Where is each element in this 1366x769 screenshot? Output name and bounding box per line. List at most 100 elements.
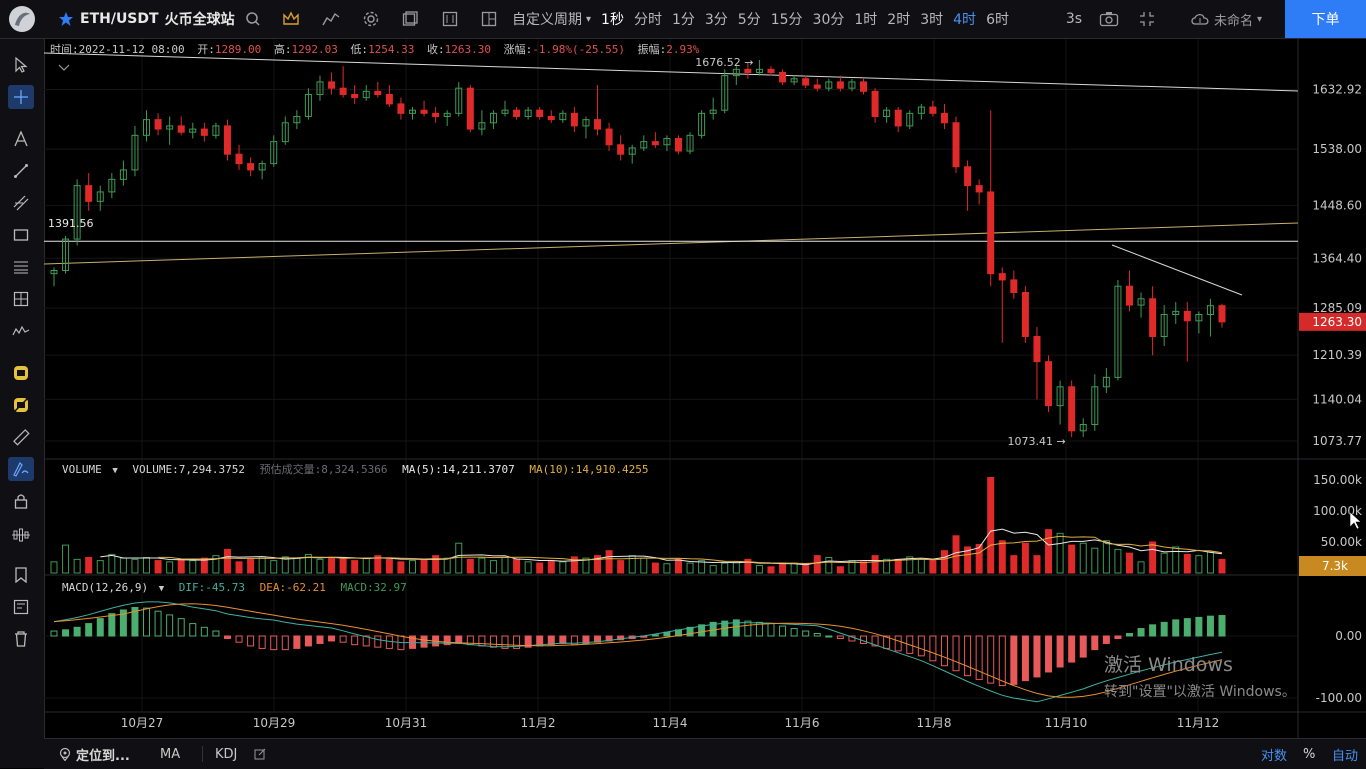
x-tick-label: 10月31 bbox=[385, 716, 428, 730]
macd-indicator-name[interactable]: MACD(12,26,9) bbox=[62, 581, 149, 594]
trend-line-icon[interactable] bbox=[8, 159, 34, 183]
candle-body bbox=[975, 185, 983, 193]
rectangle-tool-icon[interactable] bbox=[8, 223, 34, 247]
chart-area[interactable]: 10月27 10月29 10月31 11月2 11月4 11月6 11月8 11月10 11月1… bbox=[44, 39, 1366, 738]
grid-tool-icon[interactable] bbox=[8, 287, 34, 311]
volume-tick-label: 50.00k bbox=[1321, 535, 1362, 549]
volume-bar bbox=[189, 560, 197, 574]
candle-body bbox=[605, 128, 613, 146]
candle-body bbox=[732, 68, 740, 77]
search-icon[interactable] bbox=[238, 0, 268, 38]
candle-body bbox=[1206, 305, 1214, 316]
low-label: 低: bbox=[350, 43, 369, 56]
chevron-down-icon[interactable]: ▾ bbox=[586, 13, 592, 25]
kdj-toggle[interactable]: KDJ bbox=[215, 746, 238, 762]
candle-body bbox=[235, 153, 243, 165]
volume-bar bbox=[408, 560, 416, 574]
candle-body bbox=[108, 178, 116, 193]
period-tab[interactable]: 30分 bbox=[812, 12, 845, 28]
macd-histogram-bar bbox=[929, 635, 937, 662]
channel-tool-icon[interactable] bbox=[8, 191, 34, 215]
period-tab[interactable]: 15分 bbox=[770, 12, 803, 28]
volume-bar bbox=[489, 560, 497, 574]
period-tab[interactable]: 1时 bbox=[854, 12, 878, 28]
price-tick-label: 1073.77 bbox=[1312, 434, 1362, 448]
magnet-icon[interactable] bbox=[8, 361, 34, 385]
period-tab[interactable]: 1秒 bbox=[601, 12, 624, 28]
log-scale-toggle[interactable]: 对数 bbox=[1261, 748, 1288, 764]
percent-scale-toggle[interactable]: % bbox=[1303, 746, 1316, 762]
fullscreen-icon[interactable] bbox=[1132, 0, 1162, 38]
volume-bar bbox=[594, 555, 602, 574]
locate-button[interactable]: 定位到... bbox=[58, 739, 130, 769]
lock-icon[interactable] bbox=[8, 489, 34, 513]
gear-icon[interactable] bbox=[356, 0, 386, 38]
hide-drawings-icon[interactable] bbox=[8, 523, 34, 547]
volume-bar bbox=[860, 561, 868, 574]
period-tab[interactable]: 6时 bbox=[986, 12, 1009, 28]
x-tick-label: 11月2 bbox=[521, 716, 556, 730]
edit-list-icon[interactable] bbox=[8, 595, 34, 619]
divider bbox=[202, 746, 203, 762]
chevron-down-icon[interactable]: ▼ bbox=[112, 466, 118, 476]
macd-histogram-bar bbox=[108, 613, 116, 637]
huobi-logo-icon[interactable] bbox=[8, 5, 36, 33]
crosshair-icon[interactable] bbox=[8, 85, 34, 109]
amplitude-label: 振幅: bbox=[637, 43, 667, 56]
ohlc-info-bar: 时间:2022-11-12 08:00 开:1289.00 高:1292.03 … bbox=[50, 41, 699, 57]
volume-bar bbox=[73, 558, 81, 574]
macd-histogram-bar bbox=[1218, 615, 1226, 637]
fibonacci-icon[interactable] bbox=[8, 255, 34, 279]
order-button[interactable]: 下单 bbox=[1285, 0, 1366, 38]
period-tab[interactable]: 3分 bbox=[704, 12, 728, 28]
layout-icon[interactable] bbox=[474, 0, 504, 38]
draw-mode-icon[interactable] bbox=[8, 457, 34, 481]
text-tool-icon[interactable] bbox=[8, 127, 34, 151]
trash-icon[interactable] bbox=[8, 627, 34, 651]
candle-body bbox=[73, 185, 81, 240]
auto-scale-toggle[interactable]: 自动 bbox=[1332, 748, 1359, 764]
macd-histogram-bar bbox=[987, 635, 995, 684]
amplitude-value: 2.93% bbox=[666, 43, 700, 56]
chevron-down-icon[interactable]: ▼ bbox=[158, 584, 165, 594]
period-tab[interactable]: 2时 bbox=[887, 12, 911, 28]
template-icon[interactable] bbox=[395, 0, 425, 38]
period-tab[interactable]: 4时 bbox=[953, 12, 977, 28]
change-label: 涨幅: bbox=[503, 43, 533, 56]
period-tab[interactable]: 5分 bbox=[737, 12, 761, 28]
candle-body bbox=[1114, 285, 1122, 378]
edit-indicator-icon[interactable] bbox=[254, 739, 266, 769]
candle-body bbox=[501, 109, 509, 114]
volume-ma5-line bbox=[100, 528, 1223, 566]
volume-tick-label: 150.00k bbox=[1313, 473, 1362, 487]
volume-bar bbox=[1091, 547, 1099, 574]
period-tab[interactable]: 3时 bbox=[920, 12, 944, 28]
candle-body bbox=[143, 119, 151, 136]
symbol-selector[interactable]: ETH/USDT 火币全球站 bbox=[58, 0, 235, 38]
snapshot-interval[interactable]: 3s bbox=[1059, 0, 1089, 38]
custom-period-dropdown[interactable]: 自定义周期 bbox=[512, 12, 582, 28]
candle-body bbox=[466, 87, 474, 130]
pattern-tool-icon[interactable] bbox=[8, 319, 34, 343]
volume-bar bbox=[1056, 532, 1064, 574]
camera-icon[interactable] bbox=[1094, 0, 1124, 38]
magnet-strong-icon[interactable] bbox=[8, 393, 34, 417]
indicator-icon[interactable] bbox=[316, 0, 346, 38]
period-tab[interactable]: 分时 bbox=[633, 12, 662, 28]
macd-histogram-bar bbox=[1010, 635, 1018, 685]
layout-name-dropdown[interactable]: 未命名 ▾ bbox=[1190, 0, 1262, 38]
period-tab[interactable]: 1分 bbox=[671, 12, 695, 28]
bookmark-icon[interactable] bbox=[8, 563, 34, 587]
star-icon[interactable] bbox=[58, 11, 74, 27]
volume-indicator-name[interactable]: VOLUME bbox=[62, 463, 102, 476]
macd-histogram-bar bbox=[166, 614, 174, 637]
compare-icon[interactable] bbox=[435, 0, 465, 38]
ruler-icon[interactable] bbox=[8, 425, 34, 449]
ma-toggle[interactable]: MA bbox=[160, 746, 181, 762]
macd-histogram-bar bbox=[62, 629, 70, 637]
high-label: 高: bbox=[273, 43, 292, 56]
cursor-arrow-icon[interactable] bbox=[8, 53, 34, 77]
macd-histogram-bar bbox=[894, 635, 902, 652]
crown-icon[interactable] bbox=[276, 0, 306, 38]
volume-bar bbox=[1149, 541, 1157, 574]
